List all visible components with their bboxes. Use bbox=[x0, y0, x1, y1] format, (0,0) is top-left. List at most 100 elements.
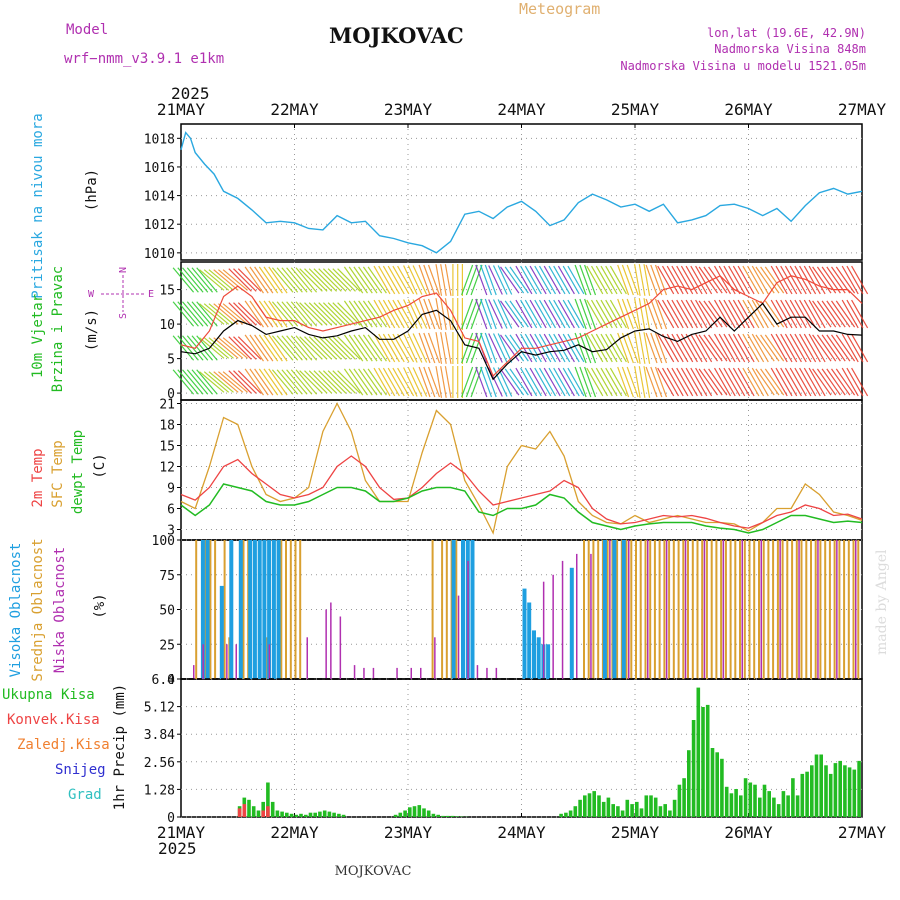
wind-barb bbox=[281, 267, 303, 293]
wind-barb bbox=[295, 267, 318, 293]
wind-barb bbox=[770, 333, 788, 363]
precip-total-bar bbox=[441, 815, 445, 817]
precip-total-bar bbox=[304, 814, 308, 817]
cloud-low-bar bbox=[193, 665, 195, 679]
precip-total-bar bbox=[587, 793, 592, 817]
wind-barb bbox=[213, 303, 239, 325]
wind-barb bbox=[435, 264, 443, 296]
wind-barb bbox=[268, 266, 288, 294]
temperature-ytick-label: 21 bbox=[159, 398, 175, 413]
wind-barb bbox=[213, 371, 239, 393]
wind-barb bbox=[775, 367, 793, 397]
wind-barb bbox=[728, 367, 746, 397]
xtick-label-top: 27MAY bbox=[838, 100, 887, 119]
wind-barb bbox=[553, 265, 571, 295]
wind-barb bbox=[605, 367, 623, 397]
wind-barb bbox=[799, 299, 817, 329]
wind-barb bbox=[332, 370, 356, 394]
precip-conv bbox=[237, 804, 270, 817]
wind-barb bbox=[218, 371, 244, 393]
wind-barb bbox=[500, 266, 520, 294]
precip-total-bar bbox=[247, 799, 251, 818]
wind-barb bbox=[492, 299, 508, 329]
wind-barb bbox=[524, 265, 542, 295]
precip-total-bar bbox=[341, 814, 346, 817]
wind-barb bbox=[237, 336, 262, 360]
cloud-mid-bar bbox=[289, 540, 292, 679]
cloud-mid-bar bbox=[814, 540, 817, 679]
precip-total-bar bbox=[398, 812, 403, 817]
wind-barb bbox=[177, 301, 199, 327]
wind-barb bbox=[196, 335, 218, 361]
precip-total-bar bbox=[843, 765, 847, 818]
precip-total-bar bbox=[601, 801, 606, 817]
wind-barb bbox=[534, 299, 552, 329]
precip-total-bar bbox=[772, 797, 776, 817]
wind-barb bbox=[488, 299, 503, 329]
wind-barb bbox=[258, 334, 279, 362]
wind-barb bbox=[650, 298, 663, 330]
temp-ylabel-2m: 2m Temp bbox=[30, 448, 46, 507]
wind-barb bbox=[553, 299, 571, 329]
wind-barb bbox=[645, 264, 658, 296]
cloud-mid-bar bbox=[800, 540, 803, 679]
cloud-mid-bar bbox=[767, 540, 770, 679]
wind-barb bbox=[358, 334, 378, 362]
wind-barb bbox=[538, 367, 557, 397]
wind-barb bbox=[638, 332, 646, 364]
wind-barb bbox=[403, 333, 418, 363]
wind-barb bbox=[444, 298, 452, 330]
xtick-label-bottom: 21MAY bbox=[157, 823, 206, 842]
cloud-high-bar bbox=[252, 540, 257, 679]
gust-line bbox=[180, 275, 863, 377]
wind-barb bbox=[695, 333, 713, 363]
wind-barb bbox=[764, 334, 785, 362]
wind-barb bbox=[835, 266, 856, 294]
cloud-mid-bar bbox=[299, 540, 302, 679]
wind-barb bbox=[718, 299, 736, 329]
wind-barb bbox=[808, 299, 826, 329]
wind-barb bbox=[228, 302, 252, 326]
wind-barb bbox=[567, 333, 585, 363]
wind-barb bbox=[504, 266, 525, 294]
precip-total-bar bbox=[308, 812, 313, 817]
precip-total-bar bbox=[270, 801, 275, 817]
wind-ytick-label: 5 bbox=[167, 353, 175, 368]
cloud-high-bar bbox=[602, 540, 607, 679]
clouds-ytick-label: 25 bbox=[159, 638, 175, 653]
precip-ytick-label: 1.28 bbox=[144, 783, 175, 798]
wind-barb bbox=[353, 300, 373, 328]
wind-barb bbox=[412, 333, 428, 363]
wind-barb bbox=[645, 332, 658, 364]
precip-total-bar bbox=[256, 810, 261, 817]
wind-barb bbox=[343, 300, 364, 328]
cloud-mid-bar bbox=[583, 540, 585, 679]
wind-barb bbox=[732, 265, 750, 295]
wind-barb bbox=[520, 367, 538, 397]
wind-barb bbox=[708, 266, 728, 294]
precip-total-bar bbox=[445, 815, 450, 817]
wind-barb bbox=[595, 265, 613, 295]
precip-total-bar bbox=[838, 760, 842, 817]
precip-total-bar bbox=[422, 808, 426, 817]
wind-barb bbox=[654, 332, 668, 364]
wind-barb bbox=[182, 301, 204, 327]
cloud-mid-bar bbox=[606, 540, 609, 679]
cloud-low-bar bbox=[798, 540, 800, 679]
wind-barb bbox=[650, 332, 663, 364]
cloud-low-bar bbox=[741, 540, 743, 679]
cloud-ylabel-low: Niska Oblacnost bbox=[52, 547, 68, 673]
wind-barb bbox=[676, 333, 694, 363]
wind-barb bbox=[638, 366, 646, 398]
precip-total-bar bbox=[701, 707, 705, 817]
wind-barb bbox=[304, 302, 328, 326]
wind-barb bbox=[461, 298, 474, 330]
wind-barb bbox=[718, 367, 736, 397]
wind-barb bbox=[794, 265, 812, 295]
cloud-mid-bar bbox=[720, 540, 723, 679]
cloud-high-bar bbox=[271, 540, 276, 679]
wind-barb bbox=[423, 366, 436, 398]
cloud-low-bar bbox=[396, 667, 398, 679]
wind-barb bbox=[337, 302, 361, 326]
wind-ytick-label: 0 bbox=[167, 387, 175, 402]
